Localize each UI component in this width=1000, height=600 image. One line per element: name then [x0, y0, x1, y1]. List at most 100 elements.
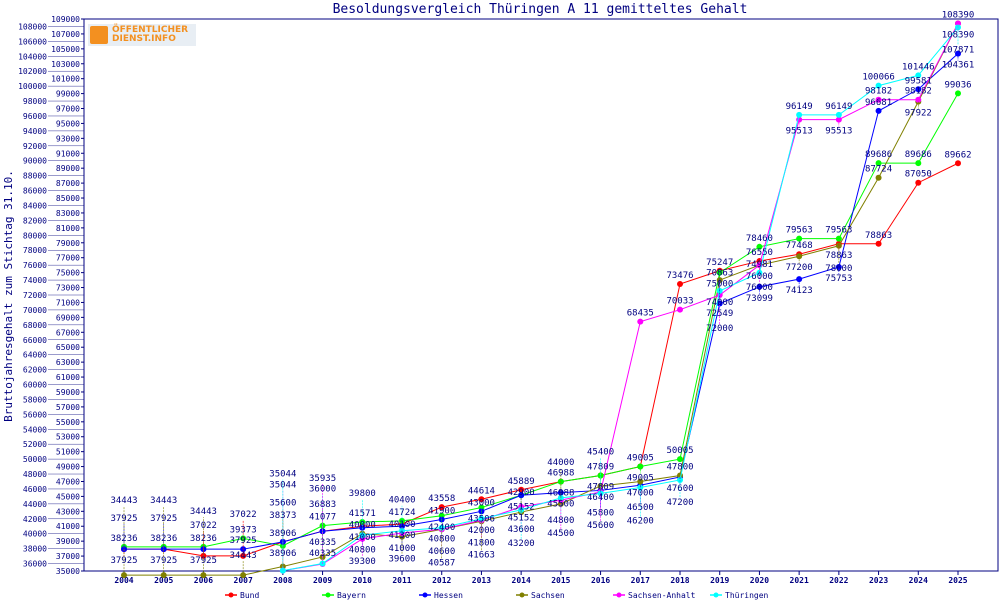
- data-point: [955, 90, 961, 97]
- data-label: 39600: [388, 555, 415, 565]
- data-label: 96149: [825, 102, 852, 112]
- data-label: 87050: [905, 170, 932, 180]
- data-label: 40335: [309, 538, 336, 548]
- y-tick-label: 49000: [56, 463, 80, 472]
- x-tick-label: 2025: [948, 576, 967, 585]
- y-tick-label: 68000: [23, 321, 47, 330]
- data-label: 34443: [110, 496, 137, 506]
- logo-line1: ÖFFENTLICHER: [112, 25, 189, 35]
- y-tick-label: 53000: [56, 433, 80, 442]
- data-point: [875, 107, 882, 114]
- y-tick-label: 91000: [56, 149, 80, 158]
- data-label: 37925: [230, 536, 257, 546]
- data-label: 40800: [428, 535, 455, 545]
- x-tick-label: 2005: [154, 576, 173, 585]
- y-tick-label: 59000: [56, 388, 80, 397]
- data-label: 43558: [428, 494, 455, 504]
- y-tick-label: 70000: [23, 306, 47, 315]
- y-tick-label: 88000: [23, 172, 47, 181]
- legend-label: Bayern: [337, 591, 366, 600]
- data-label: 40335: [309, 549, 336, 559]
- y-tick-label: 50000: [23, 455, 47, 464]
- data-label: 75753: [825, 274, 852, 284]
- data-label: 41000: [388, 544, 415, 554]
- y-tick-label: 63000: [56, 358, 80, 367]
- data-label: 100066: [862, 73, 895, 83]
- y-tick-label: 74000: [23, 276, 47, 285]
- data-label: 76000: [746, 283, 773, 293]
- x-tick-label: 2020: [750, 576, 769, 585]
- data-label: 35044: [269, 481, 296, 491]
- data-label: 43506: [468, 515, 495, 525]
- data-point: [835, 235, 842, 242]
- series-line-bayern: [124, 93, 959, 548]
- data-label: 104361: [942, 61, 975, 71]
- y-tick-label: 75000: [56, 269, 80, 278]
- data-label: 41000: [349, 533, 376, 543]
- data-label: 72000: [706, 324, 733, 334]
- legend-marker: [228, 592, 234, 598]
- series-line-thüringen: [282, 27, 959, 572]
- data-label: 38236: [110, 534, 137, 544]
- data-label: 89662: [944, 150, 971, 160]
- data-label: 47809: [587, 462, 614, 472]
- data-label: 77200: [786, 263, 813, 273]
- data-label: 73476: [666, 271, 693, 281]
- data-label: 42400: [428, 523, 455, 533]
- data-label: 40100: [388, 520, 415, 530]
- data-label: 34443: [190, 507, 217, 517]
- data-label: 47600: [666, 484, 693, 494]
- data-point: [518, 486, 525, 493]
- data-label: 45889: [508, 477, 535, 487]
- y-tick-label: 67000: [56, 328, 80, 337]
- data-label: 41663: [468, 550, 495, 560]
- x-tick-label: 2018: [670, 576, 689, 585]
- logo-line2: DIENST.INFO: [112, 34, 176, 44]
- data-label: 37022: [230, 510, 257, 520]
- series-line-bund: [124, 162, 959, 557]
- data-label: 44500: [547, 529, 574, 539]
- series-line-sachsen-anhalt: [282, 23, 959, 572]
- y-tick-label: 56000: [23, 410, 47, 419]
- data-point: [915, 72, 922, 79]
- data-label: 43600: [508, 525, 535, 535]
- legend-marker: [713, 592, 719, 598]
- data-label: 47809: [587, 482, 614, 492]
- y-tick-label: 90000: [23, 157, 47, 166]
- y-tick-label: 80000: [23, 231, 47, 240]
- data-label: 98182: [905, 87, 932, 97]
- y-tick-label: 37000: [56, 552, 80, 561]
- data-point: [915, 96, 922, 103]
- data-label: 39300: [349, 557, 376, 567]
- data-label: 41077: [309, 513, 336, 523]
- data-label: 34443: [230, 551, 257, 561]
- data-label: 78600: [825, 264, 852, 274]
- data-label: 44800: [547, 516, 574, 526]
- data-point: [796, 235, 803, 242]
- legend-marker: [616, 592, 622, 598]
- data-label: 89686: [865, 150, 892, 160]
- x-tick-label: 2007: [234, 576, 253, 585]
- data-label: 35044: [269, 470, 296, 480]
- series-line-hessen: [124, 53, 959, 550]
- data-point: [677, 306, 683, 313]
- y-tick-label: 46000: [23, 485, 47, 494]
- data-label: 50005: [666, 446, 693, 456]
- data-label: 39800: [349, 489, 376, 499]
- x-tick-label: 2017: [631, 576, 650, 585]
- y-tick-label: 100000: [18, 82, 47, 91]
- data-label: 38373: [269, 511, 296, 521]
- y-tick-label: 36000: [23, 560, 47, 569]
- data-label: 87724: [865, 165, 892, 175]
- y-tick-label: 62000: [23, 366, 47, 375]
- data-label: 37022: [190, 521, 217, 531]
- data-label: 40587: [428, 558, 455, 568]
- y-tick-label: 89000: [56, 164, 80, 173]
- data-label: 37925: [190, 556, 217, 566]
- data-point: [518, 506, 525, 513]
- data-label: 78863: [865, 231, 892, 241]
- data-label: 99036: [944, 80, 971, 90]
- data-label: 45800: [587, 508, 614, 518]
- y-tick-label: 77000: [56, 254, 80, 263]
